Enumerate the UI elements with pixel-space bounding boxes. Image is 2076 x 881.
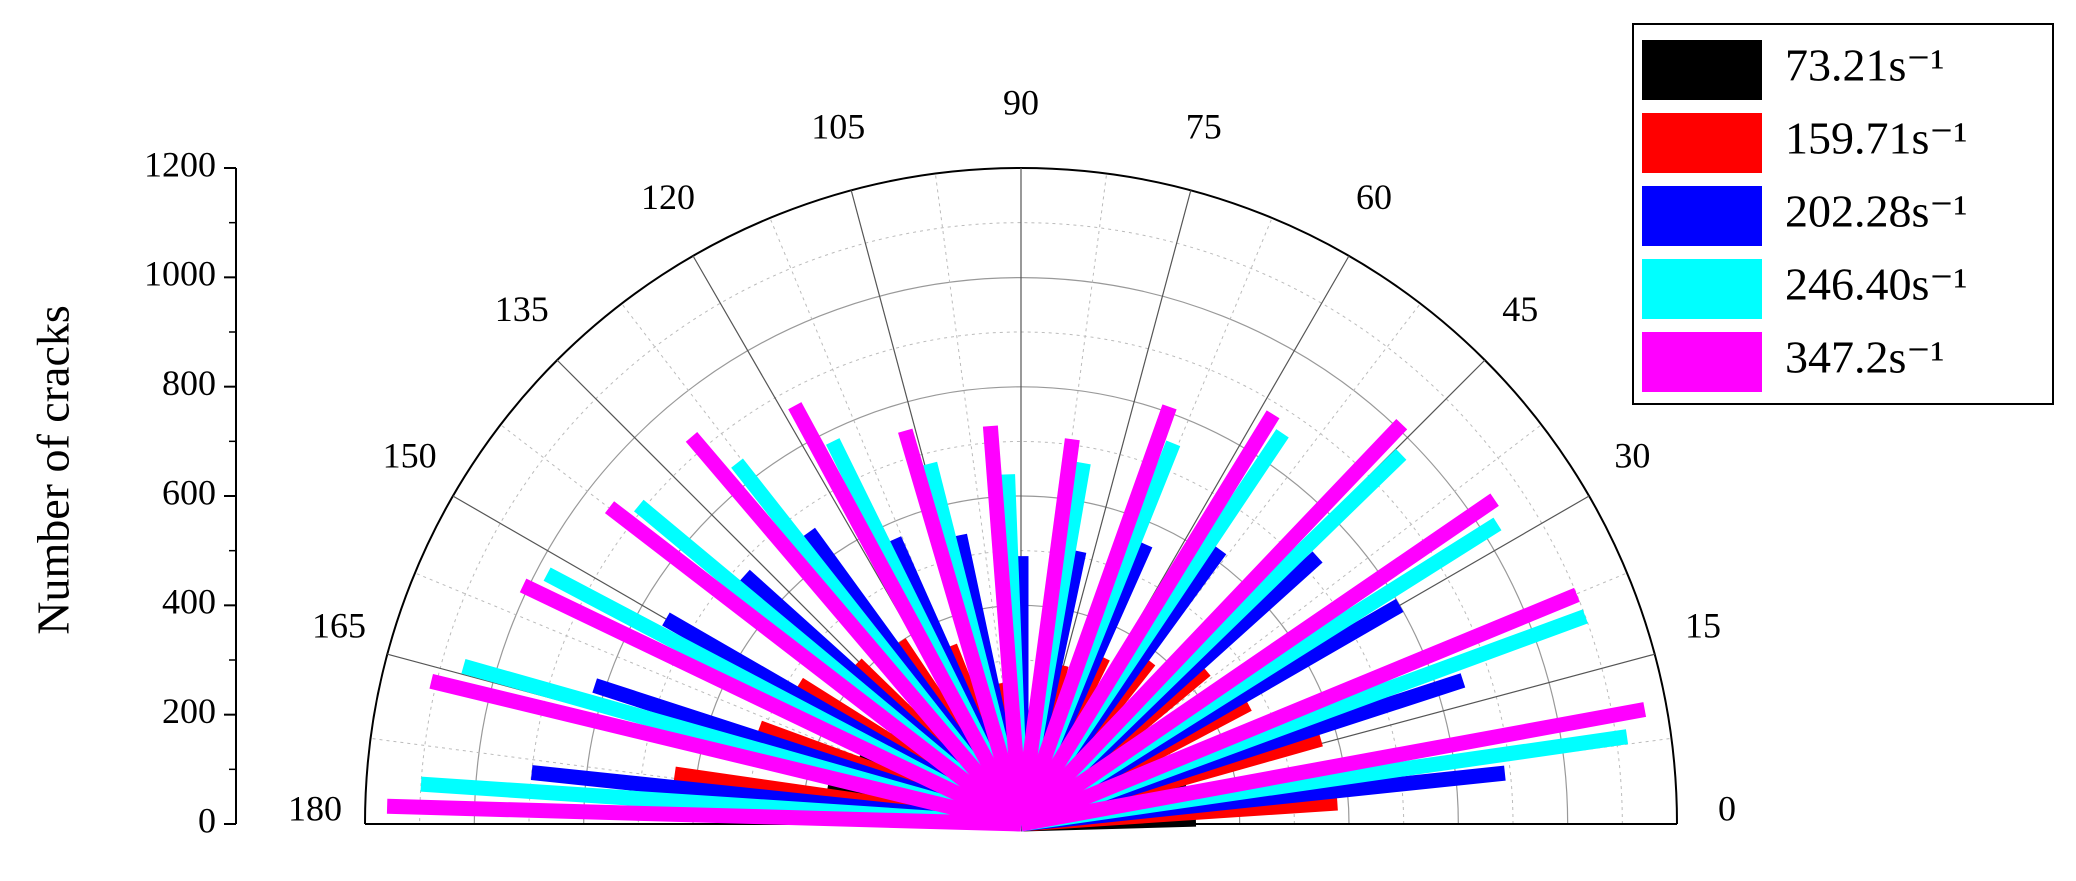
- angle-tick-label: 15: [1685, 606, 1721, 646]
- bar: [1018, 587, 1580, 831]
- grid-spoke-minor: [1020, 217, 1273, 825]
- bar: [685, 431, 1027, 829]
- legend-label: 202.28s⁻¹: [1785, 186, 1967, 237]
- y-axis-title: Number of cracks: [28, 305, 79, 635]
- bar: [1016, 493, 1499, 831]
- angle-tick-label: 105: [811, 106, 865, 146]
- angle-tick-label: 30: [1614, 435, 1650, 475]
- angle-tick-label: 150: [383, 435, 437, 475]
- y-tick-label: 0: [198, 800, 216, 840]
- bar: [386, 798, 1022, 832]
- legend-swatch: [1642, 113, 1762, 173]
- legend-label: 159.71s⁻¹: [1785, 113, 1967, 164]
- angle-tick-label: 120: [641, 177, 695, 217]
- grid-circle-minor: [637, 440, 1405, 825]
- bar: [1018, 609, 1588, 832]
- angle-tick-label: 180: [288, 788, 342, 828]
- angle-tick-label: 0: [1718, 788, 1736, 828]
- grid-spoke-minor: [769, 217, 1022, 825]
- bar: [1013, 438, 1080, 825]
- bar: [1013, 404, 1177, 827]
- angle-tick-label: 135: [495, 289, 549, 329]
- bar: [1014, 410, 1280, 828]
- bar: [1015, 418, 1408, 830]
- grid-spoke-minor: [621, 303, 1022, 825]
- bar: [898, 428, 1029, 827]
- legend-label: 347.2s⁻¹: [1785, 332, 1944, 383]
- grid-spoke-minor: [1020, 424, 1542, 825]
- grid-spoke-minor: [1020, 303, 1421, 825]
- bar: [429, 674, 1023, 832]
- bar: [604, 501, 1026, 830]
- angle-tick-label: 60: [1356, 177, 1392, 217]
- grid-spoke-minor: [414, 572, 1022, 825]
- y-tick-label: 400: [162, 582, 216, 622]
- bar: [788, 402, 1028, 828]
- legend-swatch: [1642, 40, 1762, 100]
- grid-spoke-minor: [934, 173, 1022, 825]
- grid-spoke-minor: [1020, 173, 1108, 825]
- legend-label: 73.21s⁻¹: [1785, 40, 1944, 91]
- grid-spoke-minor: [500, 424, 1022, 825]
- legend-swatch: [1642, 332, 1762, 392]
- angle-tick-label: 75: [1186, 106, 1222, 146]
- angle-tick-label: 165: [312, 606, 366, 646]
- bar: [1020, 765, 1506, 832]
- bar: [519, 578, 1025, 831]
- y-tick-label: 800: [162, 363, 216, 403]
- legend-swatch: [1642, 186, 1762, 246]
- grid-spoke-minor: [370, 737, 1022, 825]
- bar: [1019, 729, 1629, 832]
- y-tick-label: 1200: [144, 144, 216, 184]
- grid-circle-minor: [747, 551, 1295, 825]
- y-tick-label: 600: [162, 472, 216, 512]
- legend-swatch: [1642, 259, 1762, 319]
- angle-tick-label: 45: [1502, 289, 1538, 329]
- legend-label: 246.40s⁻¹: [1785, 259, 1967, 310]
- y-tick-label: 1000: [144, 254, 216, 294]
- y-tick-label: 200: [162, 691, 216, 731]
- bar: [982, 425, 1029, 825]
- bar: [1019, 702, 1647, 832]
- angle-tick-label: 90: [1003, 82, 1039, 122]
